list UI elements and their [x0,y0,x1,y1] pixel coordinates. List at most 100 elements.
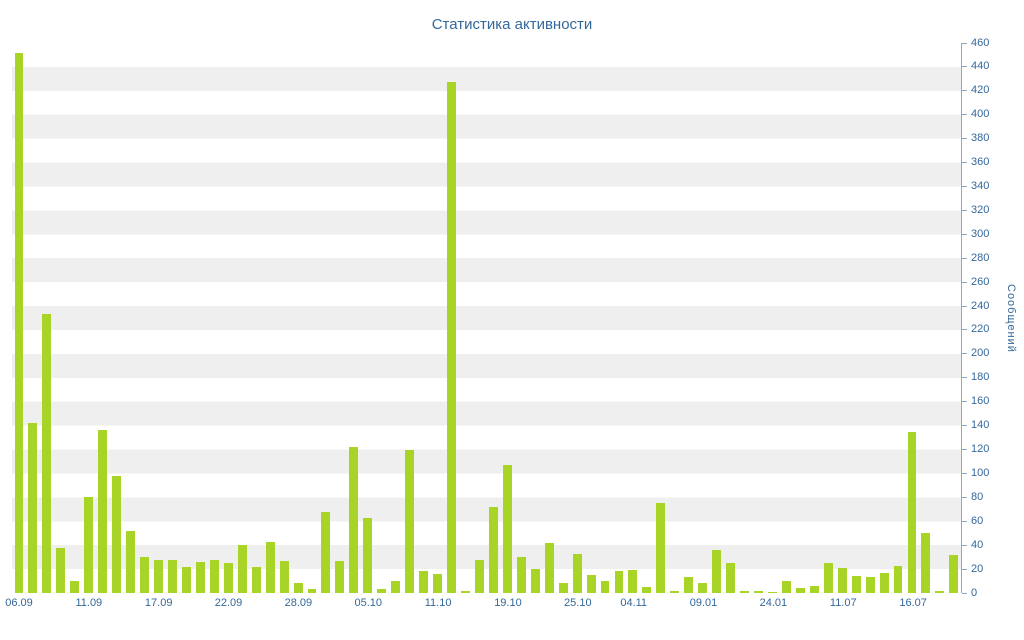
bar [251,566,261,593]
tick-label: 180 [971,371,990,384]
bar [781,581,791,593]
tick-label: 440 [971,60,990,73]
tick-label: 160 [971,395,990,408]
bar [907,431,917,593]
bar [265,541,275,593]
bar [488,506,498,593]
bar-slot [96,43,110,593]
bar [223,563,233,593]
x-axis-label: 28.09 [284,597,313,609]
bar [461,590,470,593]
bar [14,52,24,593]
tick-mark [962,329,967,331]
bar-slot [765,43,779,593]
tick-label: 20 [971,562,984,575]
bar [502,465,512,593]
bar-slot [682,43,696,593]
bar-slot [179,43,193,593]
bar [181,566,191,593]
bar [335,560,345,593]
tick-label: 220 [971,323,990,336]
bar [614,571,624,593]
bar-slot [375,43,389,593]
bar [740,590,749,593]
bar [363,517,373,593]
x-axis-label: 04.11 [620,597,648,609]
bar-slot [696,43,710,593]
tick-mark [962,114,967,116]
bar [112,475,122,593]
bar-slot [738,43,752,593]
tick-mark [962,496,967,498]
bar-slot [291,43,305,593]
bar [879,572,889,593]
tick-label: 40 [971,538,984,551]
bar-slot [152,43,166,593]
tick-mark [962,185,967,187]
x-axis-label: 16.07 [899,597,927,609]
bar [865,577,875,593]
bar-slot [793,43,807,593]
bar [195,561,205,593]
x-axis-label: 22.09 [214,597,243,609]
bar-slot [124,43,138,593]
bar-slot [333,43,347,593]
bar-slot [431,43,445,593]
bar [670,590,680,593]
bar [572,553,582,593]
bar [56,547,66,593]
bar-slot [305,43,319,593]
bar-slot [863,43,877,593]
bar [558,583,568,593]
bar [712,549,722,593]
bar-slot [807,43,821,593]
tick-label: 260 [971,275,990,288]
bar-slot [459,43,473,593]
bar [795,588,805,593]
bar-slot [249,43,263,593]
bar-slot [654,43,668,593]
bar-slot [877,43,891,593]
tick-mark [962,233,967,235]
x-axis-label: 11.10 [424,597,452,609]
bar [42,314,52,593]
bar [70,581,80,593]
bar-slot [724,43,738,593]
plot-area [12,43,962,593]
bar [154,559,163,593]
x-axis-label: 06.09 [5,597,33,609]
bar [140,557,150,593]
bar-slot [612,43,626,593]
bar [84,497,94,593]
tick-label: 240 [971,299,990,312]
bar [767,591,777,593]
bar-slot [445,43,459,593]
y-axis-title: Сообщений [1005,283,1017,353]
bar-slot [598,43,612,593]
bar [837,567,847,593]
bar-slot [486,43,500,593]
bar [893,565,903,593]
tick-label: 320 [971,203,990,216]
tick-mark [962,162,967,164]
bar-slot [947,43,961,593]
x-axis-label: 17.09 [144,597,173,609]
bar-slot [891,43,905,593]
tick-label: 80 [971,490,984,503]
bar-slot [528,43,542,593]
bar [349,447,359,593]
tick-label: 300 [971,227,990,240]
bar-slot [403,43,417,593]
tick-mark [962,401,967,403]
bar [28,423,38,593]
bar [698,583,708,593]
bar [684,577,694,593]
bar-slot [472,43,486,593]
bar-slot [138,43,152,593]
bar-slot [821,43,835,593]
tick-mark [962,305,967,307]
bar-slot [710,43,724,593]
x-axis-label: 11.09 [75,597,103,609]
tick-label: 380 [971,132,990,145]
